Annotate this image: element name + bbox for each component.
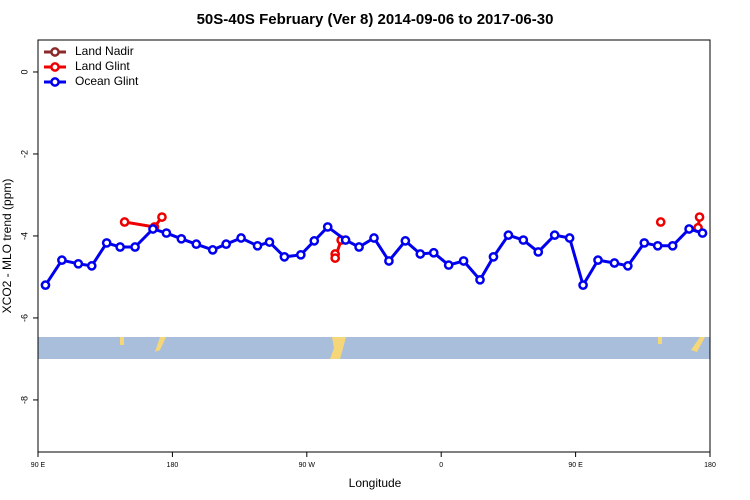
data-point: [564, 233, 575, 243]
y-tick-label: -4: [19, 232, 29, 240]
chart-title: 50S-40S February (Ver 8) 2014-09-06 to 2…: [197, 11, 554, 28]
y-axis-label: XCO2 - MLO trend (ppm): [0, 179, 14, 314]
x-tick-label: 90 E: [31, 462, 46, 469]
legend-label: Land Nadir: [75, 44, 134, 58]
legend-label: Ocean Glint: [75, 74, 139, 88]
data-point: [578, 280, 588, 291]
data-point: [176, 233, 187, 244]
data-point: [340, 235, 351, 245]
data-point: [655, 217, 666, 227]
data-point: [533, 247, 544, 257]
legend-label: Land Glint: [75, 59, 130, 73]
x-axis-label: Longitude: [349, 476, 402, 490]
ocean-strip: [38, 337, 710, 359]
data-point: [400, 236, 411, 246]
y-tick-label: -6: [19, 314, 29, 322]
data-point: [330, 253, 341, 263]
data-point: [443, 260, 454, 270]
data-point: [73, 258, 84, 269]
y-tick-label: -2: [19, 150, 29, 158]
data-point: [252, 240, 263, 251]
data-point: [549, 230, 560, 240]
data-point: [354, 242, 364, 252]
data-point: [161, 228, 172, 238]
data-point: [101, 238, 112, 248]
data-point: [236, 233, 246, 243]
data-point: [428, 247, 439, 258]
data-point: [369, 233, 379, 243]
x-tick-label: 90 E: [568, 462, 583, 469]
data-point: [279, 252, 290, 262]
legend-marker: [50, 47, 60, 57]
legend-marker: [50, 77, 60, 87]
data-point: [57, 255, 67, 265]
data-point: [115, 242, 125, 252]
data-point: [191, 239, 202, 250]
data-point: [40, 280, 51, 291]
data-point: [119, 217, 130, 227]
data-point: [488, 252, 499, 262]
data-point: [684, 224, 694, 234]
y-tick-label: 0: [19, 69, 29, 74]
data-point: [322, 222, 333, 232]
data-point: [207, 245, 218, 255]
data-point: [264, 237, 275, 247]
data-point: [623, 261, 633, 271]
data-point: [667, 240, 678, 251]
data-point: [639, 238, 650, 248]
data-point: [415, 249, 426, 259]
legend-marker: [50, 62, 60, 72]
data-point: [609, 258, 620, 268]
data-point: [518, 235, 529, 245]
plot-frame: [37, 39, 711, 453]
data-point: [309, 236, 320, 246]
data-point: [694, 212, 705, 222]
data-point: [384, 256, 394, 266]
y-tick-label: -8: [19, 396, 29, 404]
x-tick-label: 0: [439, 462, 443, 469]
data-point: [148, 224, 158, 234]
data-point: [475, 274, 485, 285]
data-point: [221, 239, 232, 250]
x-tick-label: 90 W: [299, 462, 316, 469]
land-strip: [120, 337, 705, 359]
data-point: [86, 261, 97, 271]
data-point: [157, 212, 167, 222]
x-tick-label: 180: [167, 462, 179, 469]
data-point: [593, 255, 603, 265]
data-point: [503, 230, 514, 240]
data-point: [130, 242, 140, 252]
data-point: [295, 249, 306, 260]
data-point: [652, 240, 663, 251]
x-tick-label: 180: [704, 462, 716, 469]
data-point: [458, 256, 469, 266]
data-point: [697, 228, 708, 238]
